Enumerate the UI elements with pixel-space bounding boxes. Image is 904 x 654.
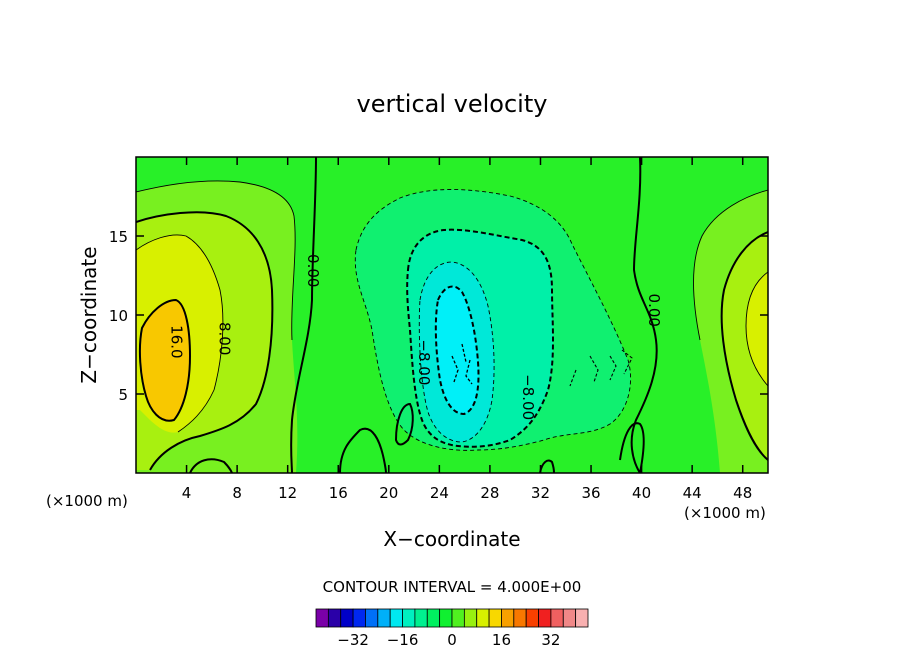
contour-eight-right [720, 231, 768, 461]
contour-sixteen-left [138, 298, 192, 422]
colorbar-swatch [538, 608, 552, 628]
contour-zero-blob-b [394, 402, 414, 446]
colorbar-swatch [476, 608, 490, 628]
contour-eight-left [136, 211, 274, 471]
x-tick-label: 40 [632, 484, 651, 502]
colorbar-swatch [389, 608, 403, 628]
colorbar-swatch [513, 608, 527, 628]
field-level-16-left [139, 300, 190, 421]
contour-labels: 16.0 8.00 0.00 −8.00 −8.00 0.00 [167, 254, 663, 420]
x-unit-right: (×1000 m) [684, 504, 766, 522]
y-tick-label: 10 [109, 307, 128, 325]
colorbar-swatch [501, 608, 515, 628]
x-tick-label: 48 [733, 484, 752, 502]
contour-label-text: 16.0 [167, 325, 185, 358]
colorbar-swatch [414, 608, 428, 628]
contour-zero-blob-a [339, 427, 387, 473]
chart-title: vertical velocity [357, 90, 548, 118]
contour-label-text: 8.00 [215, 322, 233, 355]
x-tick-label: 16 [329, 484, 348, 502]
contour-zero-blob-e [189, 458, 233, 473]
contour-minus-cells-a [451, 343, 473, 385]
colorbar-tick-label: 0 [447, 631, 457, 649]
colorbar-tick-label: 32 [541, 631, 560, 649]
colorbar-tick-label: 16 [492, 631, 511, 649]
colorbar-ticks: −32 −16 0 16 32 [337, 631, 560, 649]
colorbar [315, 608, 589, 628]
colorbar-swatch [575, 608, 589, 628]
x-unit-left: (×1000 m) [46, 492, 128, 510]
x-tick-label: 4 [182, 484, 192, 502]
colorbar-swatch [439, 608, 453, 628]
contour-minus4 [354, 189, 631, 451]
colorbar-swatch [402, 608, 416, 628]
contour-minus16 [434, 285, 480, 416]
x-axis-ticks: 4 8 12 16 20 24 28 32 36 40 44 48 [182, 157, 752, 502]
contour-twelve-left [136, 234, 224, 433]
contour-minus8 [406, 228, 554, 448]
colorbar-swatch [377, 608, 391, 628]
colorbar-tick-label: −32 [337, 631, 369, 649]
contour-zero-right [630, 157, 658, 473]
contour-label-text: −8.00 [519, 374, 537, 420]
contour-label: −8.00 [415, 339, 433, 385]
contour-label: 16.0 [167, 325, 185, 358]
contour-twelve-right [745, 271, 768, 387]
x-tick-label: 24 [430, 484, 449, 502]
x-tick-label: 28 [480, 484, 499, 502]
y-axis-ticks: 5 10 15 [109, 228, 768, 404]
colorbar-swatch [562, 608, 577, 628]
colorbar-swatch [327, 608, 342, 628]
x-axis-title: X−coordinate [383, 527, 520, 551]
contour-four-left [136, 180, 296, 341]
colorbar-swatch [550, 608, 564, 628]
colorbar-swatch [525, 608, 539, 628]
colorbar-swatch [488, 608, 502, 628]
contour-minus-cells-b [569, 349, 633, 387]
colorbar-swatch [365, 608, 379, 628]
colorbar-swatch [315, 608, 329, 628]
x-tick-label: 36 [581, 484, 600, 502]
contour-interval-text: CONTOUR INTERVAL = 4.000E+00 [323, 578, 582, 596]
colorbar-tick-label: −16 [387, 631, 419, 649]
contour-zero-blob-d [619, 422, 645, 473]
contour-field [136, 157, 768, 473]
contour-label-text: 0.00 [304, 254, 322, 287]
x-tick-label: 12 [278, 484, 297, 502]
contour-label: 0.00 [304, 254, 322, 287]
colorbar-swatch [451, 608, 465, 628]
colorbar-swatch [340, 608, 354, 628]
contour-label: −8.00 [519, 374, 537, 420]
colorbar-swatch [352, 608, 366, 628]
contour-label-text: 0.00 [645, 294, 663, 327]
y-tick-label: 15 [109, 228, 128, 246]
contour-lines [136, 157, 768, 473]
contour-four-right [693, 189, 768, 341]
contour-zero-left [290, 157, 317, 473]
field-level-minus16 [435, 286, 479, 414]
x-tick-label: 44 [683, 484, 702, 502]
colorbar-swatch [426, 608, 441, 628]
x-tick-label: 32 [531, 484, 550, 502]
contour-label: 0.00 [645, 294, 663, 327]
colorbar-swatch [463, 608, 478, 628]
contour-zero-blob-c [539, 459, 555, 473]
contour-label-text: −8.00 [415, 339, 433, 385]
contour-label: 8.00 [215, 322, 233, 355]
y-tick-label: 5 [118, 386, 128, 404]
x-tick-label: 20 [379, 484, 398, 502]
y-axis-title: Z−coordinate [77, 246, 101, 383]
x-tick-label: 8 [232, 484, 242, 502]
